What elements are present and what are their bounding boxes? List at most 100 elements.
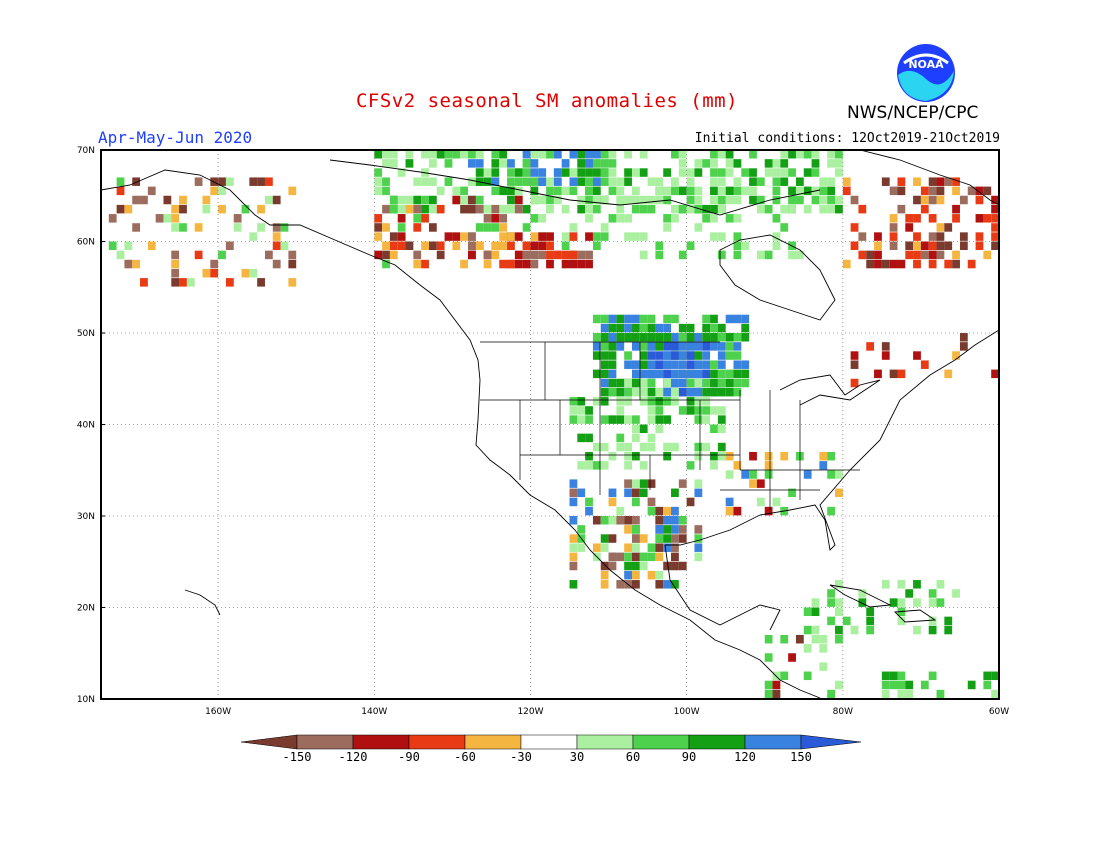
anomaly-cell: [631, 369, 640, 379]
anomaly-cell: [725, 159, 734, 168]
anomaly-cell: [741, 378, 750, 388]
anomaly-cell: [952, 589, 960, 598]
anomaly-cell: [460, 204, 468, 214]
anomaly-cell: [608, 497, 617, 507]
anomaly-cell: [663, 580, 672, 589]
anomaly-cell: [835, 488, 843, 498]
anomaly-cell: [631, 333, 640, 342]
anomaly-cell: [671, 342, 679, 351]
anomaly-cell: [733, 360, 742, 369]
anomaly-cell: [600, 580, 609, 589]
anomaly-cell: [819, 461, 828, 470]
anomaly-cell: [616, 415, 625, 424]
anomaly-cell: [764, 680, 773, 690]
anomaly-cell: [608, 360, 617, 369]
anomaly-cell: [624, 314, 632, 324]
anomaly-cell: [702, 333, 711, 342]
anomaly-cell: [647, 433, 656, 443]
anomaly-cell: [725, 387, 734, 397]
anomaly-cell: [905, 250, 914, 260]
anomaly-cell: [889, 598, 898, 607]
anomaly-cell: [249, 177, 258, 186]
anomaly-cell: [803, 204, 812, 214]
anomaly-cell: [850, 241, 859, 250]
anomaly-cell: [897, 369, 906, 379]
anomaly-cell: [389, 159, 398, 168]
anomaly-cell: [647, 387, 656, 397]
anomaly-cell: [811, 625, 820, 635]
anomaly-cell: [756, 195, 765, 205]
anomaly-cell: [280, 241, 289, 250]
anomaly-cell: [577, 168, 586, 177]
anomaly-cell: [405, 195, 414, 205]
anomaly-cell: [600, 159, 609, 168]
anomaly-cell: [678, 516, 687, 525]
anomaly-cell: [780, 150, 789, 159]
anomaly-cell: [428, 195, 437, 205]
anomaly-cell: [413, 223, 422, 232]
anomaly-cell: [788, 250, 796, 260]
colorbar-right-arrow: [800, 734, 862, 750]
anomaly-cell: [725, 451, 734, 461]
anomaly-cell: [639, 378, 648, 388]
anomaly-cell: [881, 580, 890, 589]
anomaly-cell: [694, 159, 703, 168]
anomaly-cell: [592, 186, 601, 196]
anomaly-cell: [678, 159, 687, 168]
anomaly-cell: [944, 223, 953, 232]
anomaly-cell: [468, 232, 476, 241]
anomaly-cell: [647, 351, 656, 360]
anomaly-cell: [694, 333, 703, 342]
anomaly-cell: [897, 177, 906, 186]
anomaly-cell: [702, 415, 711, 424]
anomaly-cell: [655, 351, 664, 360]
anomaly-cell: [600, 378, 609, 388]
anomaly-cell: [764, 653, 773, 662]
anomaly-cell: [686, 323, 695, 333]
anomaly-cell: [194, 177, 203, 186]
anomaly-cell: [694, 415, 703, 424]
anomaly-cell: [678, 150, 687, 159]
anomaly-cell: [835, 150, 843, 159]
anomaly-cell: [241, 204, 250, 214]
anomaly-cell: [171, 278, 180, 287]
anomaly-cell: [889, 680, 898, 690]
anomaly-cell: [686, 333, 695, 342]
anomaly-cell: [733, 387, 742, 397]
anomaly-cell: [889, 369, 898, 379]
anomaly-cell: [116, 177, 125, 186]
anomaly-cell: [678, 406, 687, 415]
anomaly-cell: [514, 250, 523, 260]
anomaly-cell: [585, 259, 593, 269]
anomaly-cell: [717, 186, 726, 196]
anomaly-cell: [874, 369, 882, 379]
anomaly-cell: [671, 525, 679, 534]
anomaly-cell: [257, 223, 265, 232]
anomaly-cell: [639, 250, 648, 260]
anomaly-cell: [686, 497, 695, 507]
anomaly-cell: [710, 195, 718, 205]
anomaly-cell: [952, 214, 960, 223]
anomaly-cell: [835, 204, 843, 214]
anomaly-cell: [678, 387, 687, 397]
anomaly-cell: [382, 250, 390, 260]
anomaly-cell: [397, 168, 406, 177]
anomaly-cell: [639, 424, 648, 433]
anomaly-cell: [897, 598, 906, 607]
anomaly-cell: [881, 689, 890, 699]
anomaly-cell: [756, 479, 765, 488]
anomaly-cell: [889, 259, 898, 269]
anomaly-cell: [663, 415, 672, 424]
anomaly-cell: [671, 506, 679, 516]
anomaly-cell: [678, 534, 687, 543]
anomaly-cell: [944, 241, 953, 250]
anomaly-cell: [624, 360, 632, 369]
anomaly-cell: [983, 671, 992, 681]
anomaly-cell: [889, 223, 898, 232]
anomaly-cell: [631, 451, 640, 461]
anomaly-cell: [858, 589, 867, 598]
anomaly-cell: [889, 671, 898, 681]
anomaly-cell: [733, 159, 742, 168]
anomaly-cell: [850, 195, 859, 205]
anomaly-cell: [405, 159, 414, 168]
